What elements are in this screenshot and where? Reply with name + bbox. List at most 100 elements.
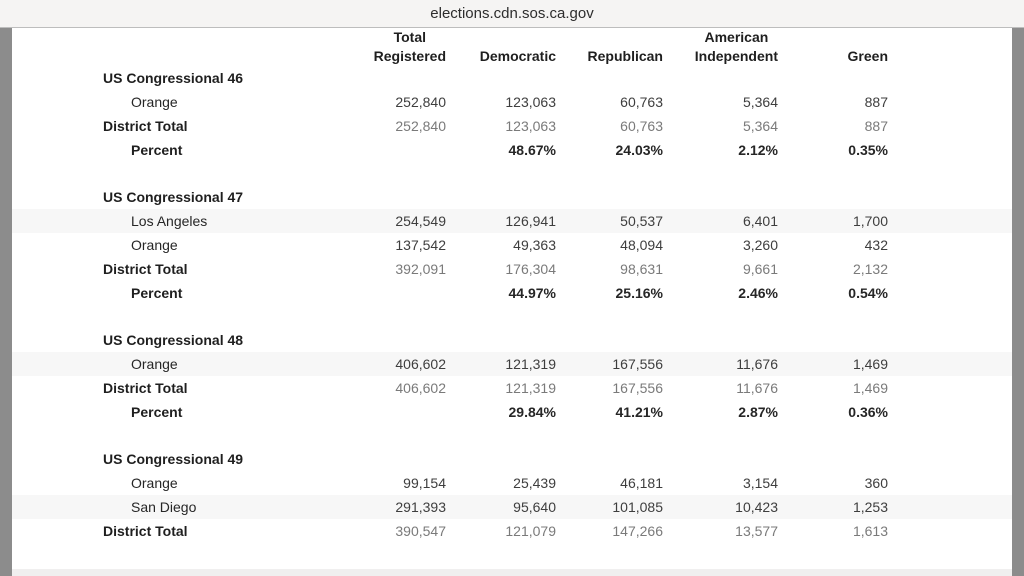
value-cell: 167,556 bbox=[612, 380, 663, 396]
empty-cell bbox=[352, 328, 446, 352]
district-title: US Congressional 48 bbox=[103, 332, 244, 348]
empty-cell bbox=[556, 447, 663, 471]
table-header: Total Registered Democratic Republican Am… bbox=[12, 28, 1012, 66]
empty-cell bbox=[663, 185, 778, 209]
value-cell bbox=[352, 138, 446, 162]
row-label: San Diego bbox=[12, 495, 352, 519]
county-row: San Diego 291,393 95,640 101,085 10,423 1,253 bbox=[12, 495, 1012, 519]
district-total-row: District Total 390,547 121,079 147,266 13,57… bbox=[12, 519, 1012, 543]
value-cell: 3,154 bbox=[742, 475, 778, 491]
value-cell: 13,577 bbox=[735, 523, 778, 539]
value-cell: 9,661 bbox=[742, 261, 778, 277]
value-cell: 887 bbox=[864, 94, 888, 110]
empty-cell bbox=[446, 66, 556, 90]
filler-cell bbox=[888, 138, 1012, 162]
district-section-row: US Congressional 48 bbox=[12, 328, 1012, 352]
spacer-row bbox=[12, 424, 1012, 447]
value-cell: 254,549 bbox=[352, 209, 446, 233]
filler-cell bbox=[888, 114, 1012, 138]
filler-cell bbox=[888, 233, 1012, 257]
empty-cell bbox=[446, 185, 556, 209]
empty-cell bbox=[352, 66, 446, 90]
empty-cell bbox=[663, 66, 778, 90]
district-total-row: District Total 252,840 123,063 60,763 5,364 8… bbox=[12, 114, 1012, 138]
empty-cell bbox=[352, 447, 446, 471]
value-cell: 252,840 bbox=[395, 94, 446, 110]
header-line2: Republican bbox=[587, 48, 663, 64]
header-label-spacer bbox=[12, 28, 352, 66]
address-title: elections.cdn.sos.ca.gov bbox=[430, 5, 594, 22]
value-cell: 1,613 bbox=[852, 523, 888, 539]
value-cell: 121,319 bbox=[505, 380, 556, 396]
filler-cell bbox=[888, 471, 1012, 495]
empty-cell bbox=[556, 185, 663, 209]
value-cell: 49,363 bbox=[513, 237, 556, 253]
document-viewport[interactable]: Total Registered Democratic Republican Am… bbox=[0, 28, 1024, 576]
empty-cell bbox=[352, 185, 446, 209]
column-header-republican: Republican bbox=[556, 28, 663, 66]
empty-cell bbox=[446, 447, 556, 471]
value-cell: 25,439 bbox=[513, 475, 556, 491]
empty-cell bbox=[663, 447, 778, 471]
value-cell: 1,469 bbox=[852, 380, 888, 396]
header-filler bbox=[888, 28, 1012, 66]
value-cell: 390,547 bbox=[395, 523, 446, 539]
value-cell: 392,091 bbox=[395, 261, 446, 277]
clipped-next-row bbox=[12, 569, 1012, 576]
county-row: Orange 137,542 49,363 48,094 3,260 432 bbox=[12, 233, 1012, 257]
value-cell: 137,542 bbox=[395, 237, 446, 253]
value-cell: 2.87% bbox=[738, 404, 778, 420]
value-cell: 11,676 bbox=[663, 352, 778, 376]
header-line2: Green bbox=[847, 48, 888, 64]
value-cell: 24.03% bbox=[615, 142, 663, 158]
filler-cell bbox=[888, 376, 1012, 400]
value-cell: 176,304 bbox=[505, 261, 556, 277]
value-cell: 0.36% bbox=[848, 404, 888, 420]
value-cell: 98,631 bbox=[620, 261, 663, 277]
spacer-cell bbox=[12, 424, 1012, 447]
row-label: Orange bbox=[131, 237, 178, 253]
empty-cell bbox=[888, 185, 1012, 209]
empty-cell bbox=[778, 328, 888, 352]
value-cell: 0.54% bbox=[848, 285, 888, 301]
filler-cell bbox=[888, 209, 1012, 233]
district-section-row: US Congressional 47 bbox=[12, 185, 1012, 209]
value-cell: 46,181 bbox=[620, 475, 663, 491]
spacer-row bbox=[12, 162, 1012, 185]
value-cell: 406,602 bbox=[352, 352, 446, 376]
value-cell: 121,079 bbox=[505, 523, 556, 539]
value-cell: 99,154 bbox=[403, 475, 446, 491]
empty-cell bbox=[888, 328, 1012, 352]
column-header-democratic: Democratic bbox=[446, 28, 556, 66]
value-cell: 6,401 bbox=[663, 209, 778, 233]
value-cell: 41.21% bbox=[615, 404, 663, 420]
value-cell: 1,469 bbox=[778, 352, 888, 376]
value-cell: 147,266 bbox=[612, 523, 663, 539]
value-cell: 167,556 bbox=[556, 352, 663, 376]
filler-cell bbox=[888, 495, 1012, 519]
header-line2: Registered bbox=[373, 48, 446, 64]
empty-cell bbox=[778, 66, 888, 90]
row-label: District Total bbox=[103, 523, 188, 539]
value-cell: 44.97% bbox=[508, 285, 556, 301]
value-cell: 95,640 bbox=[446, 495, 556, 519]
row-label: Percent bbox=[131, 404, 183, 420]
table-body: US Congressional 46 Orange 252,840 123,063 6… bbox=[12, 66, 1012, 543]
value-cell: 291,393 bbox=[352, 495, 446, 519]
value-cell: 5,364 bbox=[742, 118, 778, 134]
row-label: Orange bbox=[131, 475, 178, 491]
percent-row: Percent 29.84% 41.21% 2.87% 0.36% bbox=[12, 400, 1012, 424]
value-cell: 2.46% bbox=[738, 285, 778, 301]
row-label: District Total bbox=[103, 380, 188, 396]
value-cell: 29.84% bbox=[508, 404, 556, 420]
empty-cell bbox=[778, 447, 888, 471]
value-cell: 101,085 bbox=[556, 495, 663, 519]
filler-cell bbox=[888, 519, 1012, 543]
district-title: US Congressional 46 bbox=[103, 70, 244, 86]
header-line2: Democratic bbox=[479, 48, 556, 64]
value-cell: 126,941 bbox=[446, 209, 556, 233]
value-cell: 48.67% bbox=[508, 142, 556, 158]
value-cell: 121,319 bbox=[446, 352, 556, 376]
district-title: US Congressional 49 bbox=[103, 451, 244, 467]
row-label: District Total bbox=[103, 118, 188, 134]
